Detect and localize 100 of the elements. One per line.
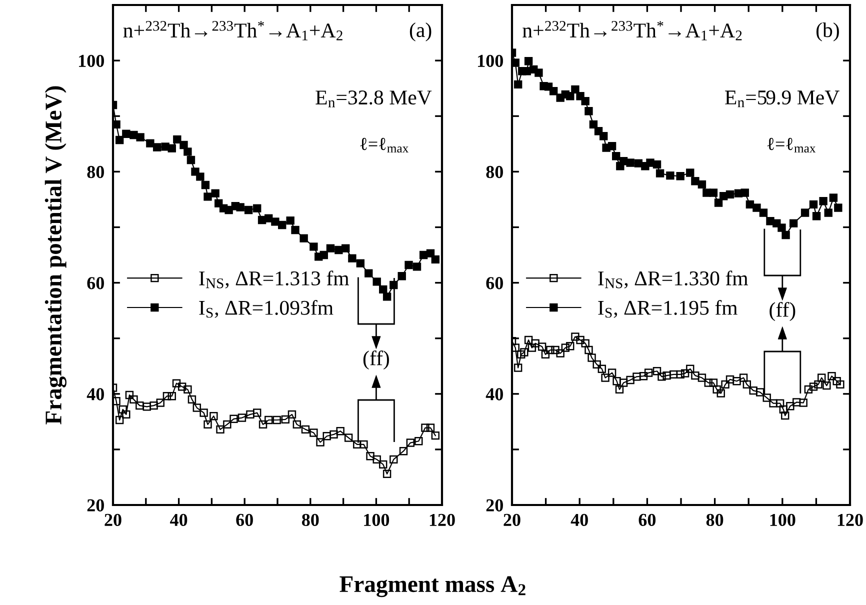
point: [399, 447, 408, 456]
x-tick-label: 60: [638, 514, 656, 526]
point: [125, 390, 134, 400]
point: [431, 431, 440, 440]
point: [224, 206, 233, 214]
point: [115, 136, 124, 144]
point: [342, 244, 350, 252]
point: [156, 398, 164, 407]
point: [136, 133, 144, 142]
legend-label: I$_{S}$, ΔR=1.093fm: [199, 300, 334, 318]
point: [778, 224, 786, 232]
point: [426, 424, 435, 432]
text: n+$^{232}$Th→$^{233}$Th$^{*}$→A$_{1}$+A$_{2}$: [522, 20, 742, 40]
point: [292, 420, 302, 429]
point: [142, 402, 151, 411]
point: [188, 395, 196, 404]
point: [514, 80, 522, 89]
point: [360, 440, 368, 449]
point: [178, 382, 186, 391]
annotation: (b): [816, 22, 839, 42]
point: [150, 401, 158, 410]
point: [566, 92, 574, 100]
point: [204, 420, 212, 429]
point: [626, 158, 634, 167]
point: [286, 216, 294, 225]
point: [412, 262, 422, 271]
point: [322, 432, 331, 440]
point: [211, 189, 220, 198]
annotation: E$_{n}$=32.8 MeV: [316, 90, 432, 108]
point: [246, 410, 254, 419]
point: [608, 142, 616, 150]
point: [264, 416, 273, 424]
x-tick-label: 20: [504, 514, 520, 526]
point: [344, 434, 353, 442]
point: [600, 132, 608, 140]
point: [244, 206, 253, 214]
point: [238, 414, 246, 422]
point: [646, 158, 654, 167]
point: [204, 192, 212, 201]
point: [581, 97, 590, 106]
point: [336, 427, 344, 436]
point: [740, 188, 749, 197]
point: [146, 139, 154, 148]
point: [752, 204, 761, 212]
point: [271, 218, 280, 226]
point: [172, 379, 181, 388]
y-tick-label: 20: [87, 499, 104, 512]
y-tick-label: 80: [87, 166, 104, 178]
point: [278, 220, 286, 230]
y-tick-label: 40: [86, 388, 104, 400]
point: [348, 254, 356, 262]
x-tick-label: 120: [838, 514, 863, 526]
legend-label: I$_{S}$, ΔR=1.195 fm: [598, 300, 738, 318]
point: [652, 160, 662, 169]
point: [122, 410, 130, 419]
x-tick-label: 40: [570, 514, 588, 526]
point: [824, 208, 832, 217]
point: [834, 204, 842, 212]
point: [216, 425, 224, 434]
point: [366, 452, 374, 460]
x-tick-label: 20: [104, 514, 122, 526]
point: [584, 107, 593, 116]
point: [196, 172, 204, 181]
point: [829, 194, 838, 202]
point: [809, 200, 818, 209]
point: [390, 455, 398, 464]
point: [524, 57, 533, 66]
point: [180, 140, 188, 150]
point: [210, 412, 218, 420]
point: [612, 152, 620, 160]
point: [223, 420, 232, 429]
y-tick-label: 100: [79, 54, 104, 67]
y-tick-label: 80: [486, 166, 503, 178]
point: [258, 420, 268, 429]
point: [676, 172, 684, 180]
point: [372, 278, 381, 286]
x-tick-label: 40: [170, 514, 188, 526]
annotation: (a): [410, 22, 432, 42]
point: [819, 197, 828, 206]
point: [421, 424, 430, 432]
point: [136, 401, 144, 410]
y-axis-title: Fragmentation potential V (MeV): [44, 86, 66, 424]
point: [281, 415, 290, 424]
point: [184, 148, 192, 156]
annotation: E$_{n}$=59.9 MeV: [725, 90, 840, 108]
point: [115, 416, 124, 424]
point: [168, 392, 176, 400]
annotation: (ff): [363, 350, 389, 370]
point: [253, 204, 262, 212]
point: [698, 180, 706, 189]
x-tick-label: 100: [364, 514, 390, 526]
point: [634, 159, 643, 168]
point: [291, 226, 300, 234]
point: [272, 416, 281, 424]
point: [709, 188, 718, 197]
point: [379, 460, 388, 469]
x-tick-label: 120: [430, 514, 455, 526]
annotation: (ff): [770, 302, 796, 322]
point: [320, 250, 328, 260]
legend-label: I$_{NS}$, ΔR=1.313 fm: [199, 270, 349, 288]
